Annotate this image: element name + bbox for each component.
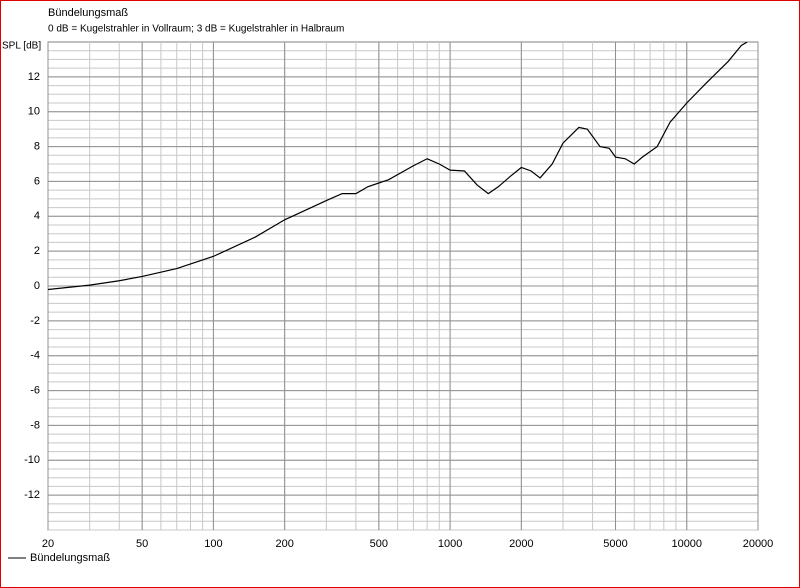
y-tick-label: -4 (30, 350, 40, 362)
y-tick-label: 0 (34, 280, 40, 292)
x-tick-label: 500 (370, 538, 388, 550)
x-tick-label: 100 (204, 538, 222, 550)
y-tick-label: 2 (34, 245, 40, 257)
y-tick-label: 6 (34, 175, 40, 187)
x-tick-label: 50 (136, 538, 148, 550)
x-tick-label: 1000 (438, 538, 462, 550)
line-series (48, 42, 748, 291)
x-tick-label: 10000 (671, 538, 702, 550)
y-tick-label: 10 (28, 106, 40, 118)
y-axis-label: SPL [dB] (2, 41, 41, 52)
y-tick-label: -2 (30, 315, 40, 327)
y-tick-label: -12 (24, 489, 40, 501)
y-tick-label: -6 (30, 384, 40, 396)
y-tick-label: 8 (34, 140, 40, 152)
legend-label: Bündelungsmaß (30, 552, 110, 564)
x-tick-label: 20000 (743, 538, 774, 550)
x-tick-label: 5000 (603, 538, 627, 550)
x-tick-label: 200 (275, 538, 293, 550)
y-tick-label: -8 (30, 419, 40, 431)
chart-title: Bündelungsmaß (48, 7, 128, 19)
y-tick-label: -10 (24, 454, 40, 466)
x-tick-label: 20 (42, 538, 54, 550)
y-tick-label: 4 (34, 210, 40, 222)
y-tick-label: 12 (28, 71, 40, 83)
chart-subtitle: 0 dB = Kugelstrahler in Vollraum; 3 dB =… (48, 24, 344, 35)
x-tick-label: 2000 (509, 538, 533, 550)
